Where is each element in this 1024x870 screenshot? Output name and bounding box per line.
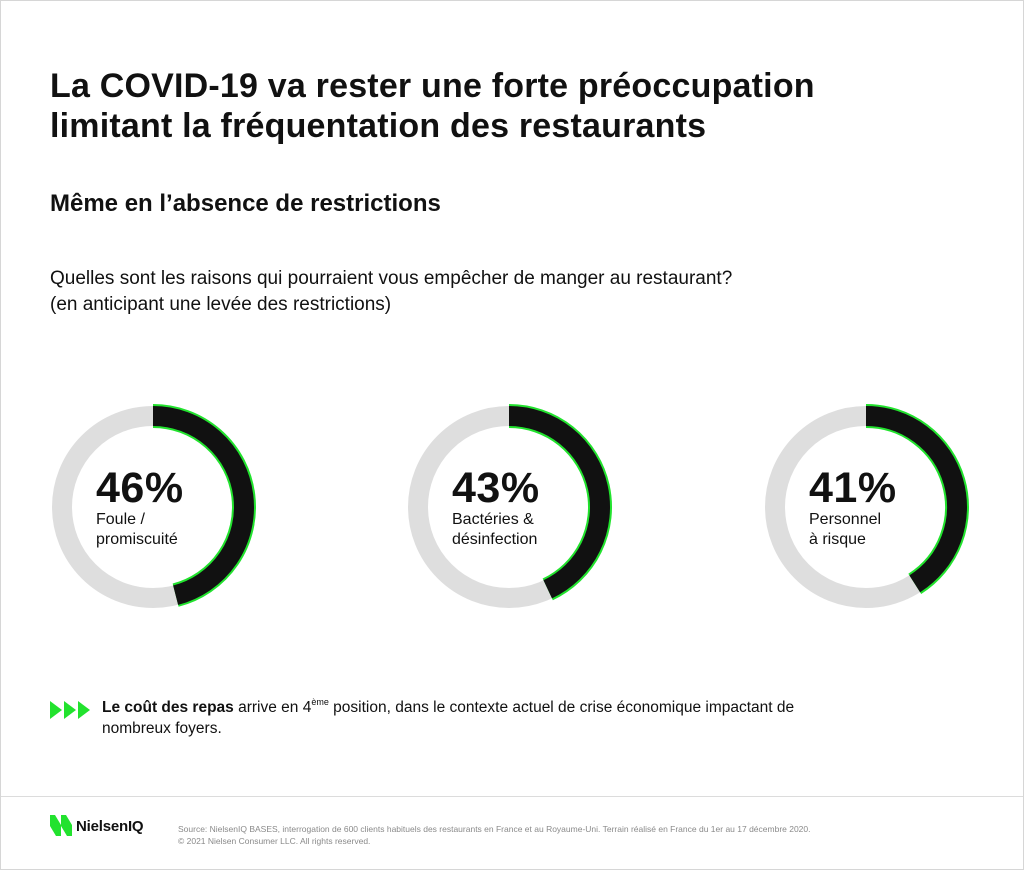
donut-1-arc [152,406,254,605]
note-text: Le coût des repas arrive en 4ème positio… [102,697,802,739]
donut-3-arc [865,406,967,593]
donut-3-value: 41% [809,464,897,512]
copyright-line: © 2021 Nielsen Consumer LLC. All rights … [178,836,371,846]
donut-2-label-line-2: désinfection [452,531,538,548]
note-post: position, dans le contexte actuel de cri… [102,699,795,737]
donut-chart-1: 46% Foule / promiscuité [46,400,260,614]
title-line-2: limitant la fréquentation des restaurant… [50,107,707,145]
logo-brand-text: NielsenIQ [76,818,144,835]
donut-2-graphic [408,404,612,608]
question-line-2: (en anticipant une levée des restriction… [50,294,392,315]
donut-2-label: Bactéries & désinfection [452,510,592,550]
donut-3-label-line-1: Personnel [809,511,882,528]
donut-2-value: 43% [452,464,540,512]
donut-chart-3: 41% Personnel à risque [759,400,973,614]
donut-chart-2: 43% Bactéries & désinfection [402,400,616,614]
donut-1-label-line-1: Foule / [96,511,145,528]
donut-1-label-line-2: promiscuité [96,531,178,548]
source-note: Source: NielsenIQ BASES, interrogation d… [178,823,998,847]
arrow-1 [50,701,62,719]
donut-2-arc [508,406,610,599]
note-sup: ème [311,696,329,707]
nielseniq-mark-icon [50,815,72,836]
arrow-3 [78,701,90,719]
donut-3-label: Personnel à risque [809,510,949,550]
arrow-2 [64,701,76,719]
donut-3-label-line-2: à risque [809,531,866,548]
title-line-1: La COVID-19 va rester une forte préoccup… [50,67,815,105]
subtitle: Même en l’absence de restrictions [50,190,441,217]
page-title: La COVID-19 va rester une forte préoccup… [50,66,990,146]
donut-1-value: 46% [96,464,184,512]
question-line-1: Quelles sont les raisons qui pourraient … [50,268,733,289]
note-pre: arrive en 4 [233,699,312,716]
donut-3-graphic [765,404,969,608]
donut-2-label-line-1: Bactéries & [452,511,534,528]
survey-question: Quelles sont les raisons qui pourraient … [50,266,950,318]
logo-mark-right [61,815,72,836]
logo-mark-left [50,815,61,836]
triple-arrow-icon [50,701,90,719]
note-bold: Le coût des repas [102,699,234,716]
source-line-1: Source: NielsenIQ BASES, interrogation d… [178,824,811,834]
footer-divider [1,796,1023,797]
donut-1-label: Foule / promiscuité [96,510,236,550]
donut-1-graphic [52,404,256,608]
